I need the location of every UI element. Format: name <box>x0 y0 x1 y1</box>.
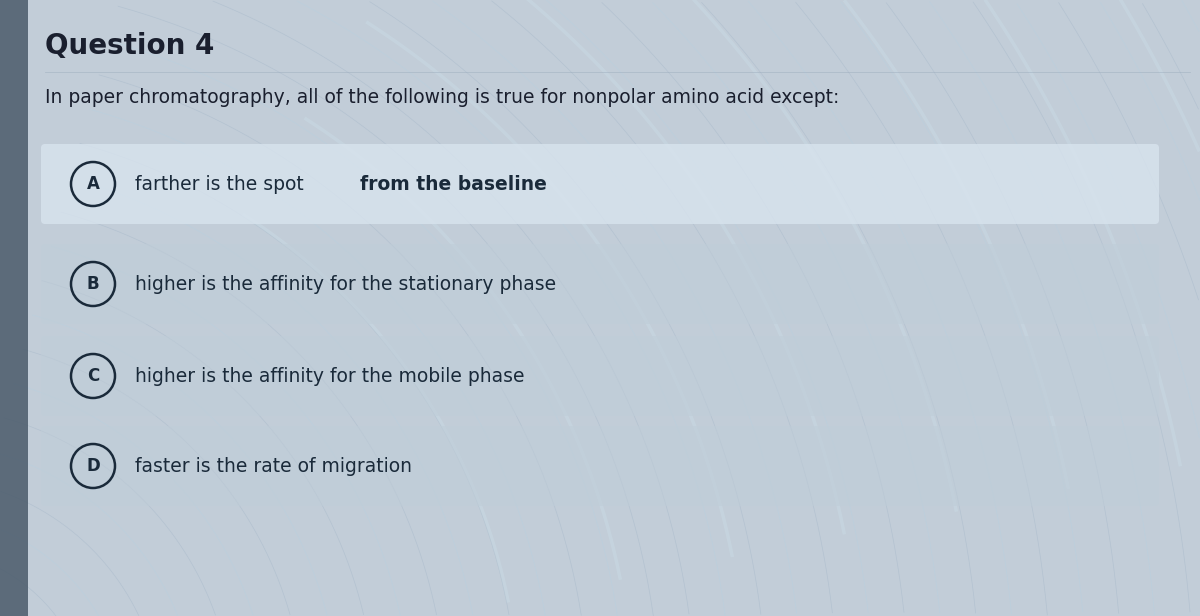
Text: farther is the spot: farther is the spot <box>134 174 310 193</box>
Text: A: A <box>86 175 100 193</box>
Text: faster is the rate of migration: faster is the rate of migration <box>134 456 412 476</box>
FancyBboxPatch shape <box>0 0 28 616</box>
Text: Question 4: Question 4 <box>46 32 215 60</box>
FancyBboxPatch shape <box>41 144 1159 224</box>
Text: from the baseline: from the baseline <box>360 174 547 193</box>
Text: C: C <box>86 367 100 385</box>
Text: B: B <box>86 275 100 293</box>
FancyBboxPatch shape <box>41 426 1159 506</box>
Text: D: D <box>86 457 100 475</box>
FancyBboxPatch shape <box>41 336 1159 416</box>
FancyBboxPatch shape <box>41 244 1159 324</box>
Text: higher is the affinity for the stationary phase: higher is the affinity for the stationar… <box>134 275 556 293</box>
Text: In paper chromatography, all of the following is true for nonpolar amino acid ex: In paper chromatography, all of the foll… <box>46 88 839 107</box>
Text: higher is the affinity for the mobile phase: higher is the affinity for the mobile ph… <box>134 367 524 386</box>
